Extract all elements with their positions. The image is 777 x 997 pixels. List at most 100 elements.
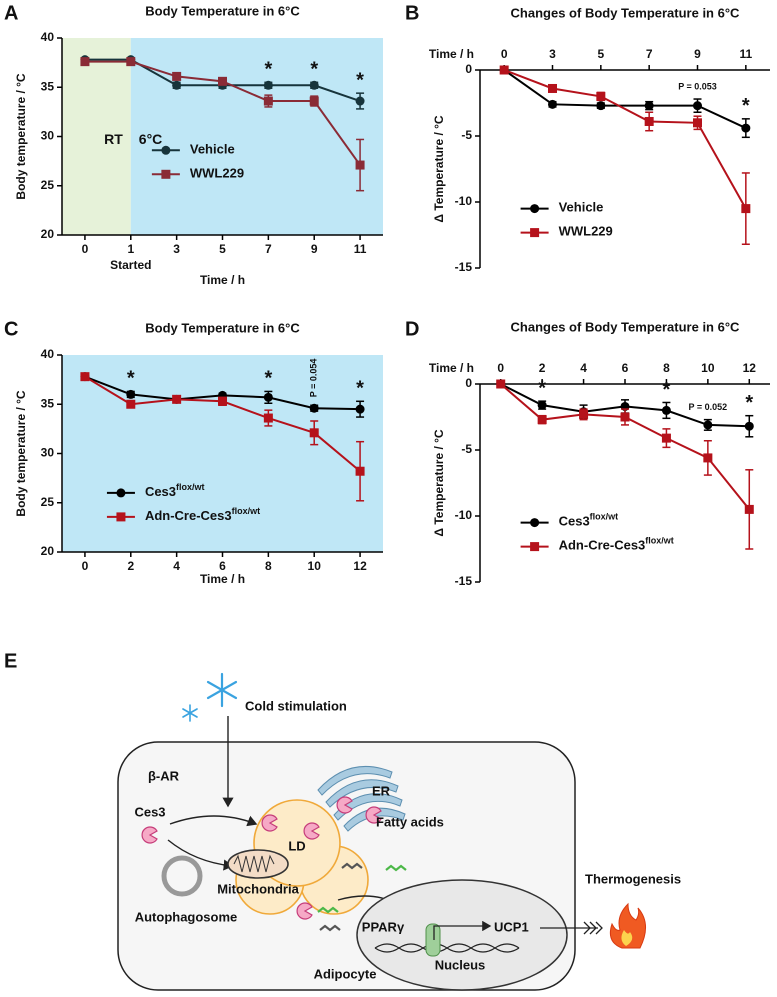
diagram: E Cold stimulation β-AR ER LD Ces3 Fatty… [4,650,681,991]
data-point [741,204,751,214]
er-label: ER [372,783,391,798]
x-tick-label: 7 [646,47,653,61]
data-point [548,99,557,109]
adipocyte-label: Adipocyte [314,966,377,981]
y-tick-label: 35 [41,396,55,410]
legend-name: WWL229 [190,166,244,181]
panel-label: A [4,2,18,24]
data-point [744,421,754,431]
x-tick-label: 3 [173,242,180,256]
chart-title: Body Temperature in 6°C [145,320,300,335]
background-region [130,38,383,235]
triple-arrow [540,921,603,935]
data-point [744,504,754,514]
x-tick-label: 12 [743,361,757,375]
y-tick-label: -15 [455,260,473,274]
x-tick-label: 10 [701,361,715,375]
x-tick-label: 6 [622,361,629,375]
y-tick-label: 0 [465,376,472,390]
legend-name: Vehicle [190,142,235,157]
data-point [218,396,227,406]
y-tick-label: 0 [465,62,472,76]
annotation: * [742,95,750,117]
y-axis-label: Body temperature / °C [14,73,28,199]
x-tick-label: 0 [501,47,508,61]
x-tick-label: 4 [580,361,587,375]
x-tick-label: 0 [497,361,504,375]
flame-icon [609,902,646,949]
data-point [126,57,136,67]
legend-label: Vehicle [559,200,604,215]
legend-marker [530,228,540,238]
data-point [596,101,606,111]
thermogenesis-label: Thermogenesis [585,871,681,886]
x-tick-label: 10 [308,559,322,573]
chart-title: Body Temperature in 6°C [145,3,300,18]
data-point [263,413,273,423]
x-tick-label: 9 [311,242,318,256]
dna-icon [374,943,520,953]
x-sublabel: Started [110,258,151,272]
panel-label: C [4,318,18,340]
legend-superscript: flox/wt [176,482,205,492]
legend-label: Ces3flox/wt [559,512,619,529]
legend-label: Ces3flox/wt [145,482,205,499]
data-point [548,83,557,93]
data-point [263,80,273,90]
data-point [355,466,365,476]
data-point [80,57,90,67]
autophagosome-icon [161,855,203,897]
data-point [741,123,751,133]
fatty-acids-label: Fatty acids [376,814,444,829]
legend-label: Adn-Cre-Ces3flox/wt [559,536,674,553]
x-tick-label: 11 [354,242,367,256]
nucleus-label: Nucleus [435,957,486,972]
legend-name: WWL229 [559,224,613,239]
x-tick-label: 0 [82,242,89,256]
legend-superscript: flox/wt [645,536,674,546]
background-region [62,38,131,235]
chart: RT 6°CA Body Temperature in 6°C2025303540B… [4,2,383,287]
data-point [80,372,90,382]
annotation: * [663,379,671,401]
annotation: * [745,392,753,414]
annotation: * [356,69,364,91]
legend-marker [161,145,171,155]
legend-name: Vehicle [559,200,604,215]
x-tick-label: 0 [82,559,89,573]
data-point [703,420,713,430]
data-point [693,118,702,128]
data-point [661,405,671,415]
y-tick-label: 20 [41,227,55,241]
legend-name: Ces3 [559,514,590,529]
x-tick-label: 9 [694,47,701,61]
data-point [496,379,506,389]
x-axis-label: Time / h [200,572,245,586]
panel-label: E [4,650,17,672]
data-point [263,96,273,106]
arrow [169,815,258,827]
annotation: * [264,368,272,390]
annotation: * [538,377,546,399]
legend-label: Adn-Cre-Ces3flox/wt [145,506,260,523]
arrow [167,839,234,871]
legend-marker [116,512,126,522]
mitochondrion-icon [227,849,289,879]
data-point [537,415,547,425]
annotation: * [127,368,135,390]
annotation: * [356,378,364,400]
data-point [620,412,630,422]
ld-label: LD [288,838,305,853]
y-tick-label: -5 [461,128,472,142]
chart-title: Changes of Body Temperature in 6°C [511,319,740,334]
region-label: RT [104,131,123,147]
annotation: * [310,59,318,81]
data-point [218,76,227,86]
y-tick-label: 35 [41,79,55,93]
x-tick-label: 2 [539,361,546,375]
data-point [309,80,319,90]
x-tick-label: 7 [265,242,272,256]
x-tick-label: 8 [265,559,272,573]
